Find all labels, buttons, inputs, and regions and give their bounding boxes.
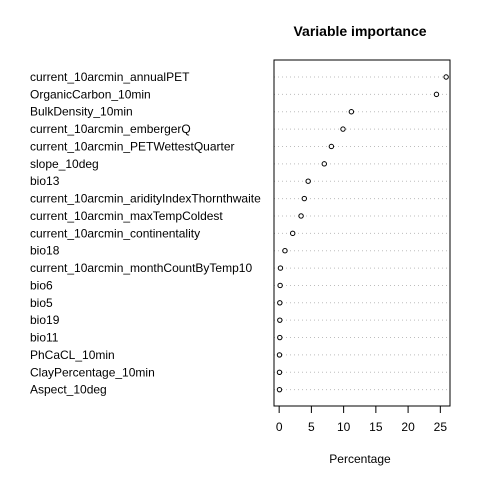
data-point [433, 91, 440, 98]
data-point [340, 126, 346, 132]
variable-label: bio5 [30, 296, 53, 310]
data-point [277, 334, 283, 341]
chart-title: Variable importance [293, 23, 426, 39]
data-point [298, 213, 304, 219]
data-point [277, 317, 283, 323]
variable-label: bio13 [30, 174, 60, 188]
data-point [328, 143, 335, 150]
data-point [305, 178, 311, 184]
data-point [276, 352, 283, 358]
data-point [289, 230, 296, 237]
variable-label: current_10arcmin_continentality [30, 226, 200, 240]
data-point [301, 195, 308, 202]
variable-label: current_10arcmin_PETWettestQuarter [30, 139, 235, 153]
variable-label: current_10arcmin_embergerQ [30, 122, 191, 136]
variable-label: current_10arcmin_monthCountByTemp10 [30, 261, 252, 275]
plot-frame [273, 59, 451, 407]
x-tick-label: 10 [337, 420, 351, 434]
data-point [276, 386, 283, 393]
x-tick-label: 25 [434, 420, 448, 434]
x-axis: 0 5 10 15 20 25 [276, 406, 448, 434]
variable-label: bio6 [30, 278, 53, 292]
data-point [276, 369, 283, 375]
variable-label: current_10arcmin_maxTempColdest [30, 209, 223, 223]
variable-label: ClayPercentage_10min [30, 365, 155, 379]
variable-label: bio18 [30, 244, 60, 258]
variable-label: BulkDensity_10min [30, 105, 133, 119]
variable-label: bio19 [30, 313, 60, 327]
x-tick-label: 15 [369, 420, 383, 434]
variable-label: current_10arcmin_annualPET [30, 70, 190, 84]
data-point [277, 265, 284, 271]
data-point [321, 161, 327, 167]
variable-label: Aspect_10deg [30, 383, 107, 397]
x-tick-label: 0 [276, 420, 283, 434]
data-point [277, 300, 283, 306]
data-point [277, 282, 283, 289]
variable-label: bio11 [30, 331, 59, 345]
variable-label: slope_10deg [30, 157, 99, 171]
variable-label: PhCaCL_10min [30, 348, 115, 362]
x-tick-label: 5 [308, 420, 315, 434]
variable-label: current_10arcmin_aridityIndexThornthwait… [30, 192, 261, 206]
data-point [282, 248, 288, 254]
x-axis-title: Percentage [329, 452, 391, 466]
data-point [348, 109, 355, 115]
data-point [443, 74, 449, 80]
variable-rows: current_10arcmin_annualPET OrganicCarbon_… [30, 70, 450, 397]
x-tick-label: 20 [401, 420, 415, 434]
variable-label: OrganicCarbon_10min [30, 87, 151, 101]
